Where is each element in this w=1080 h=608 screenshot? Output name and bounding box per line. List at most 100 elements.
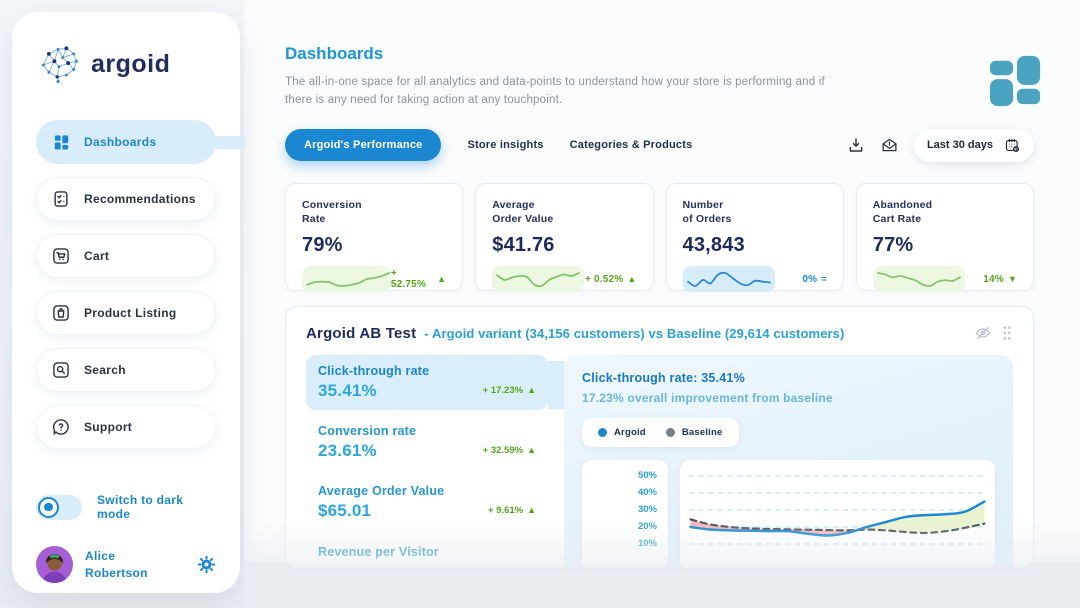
trend-down-icon: ▼: [1007, 273, 1017, 284]
kpi-delta: + 0.52% ▲: [585, 273, 637, 285]
search-icon: [50, 359, 72, 381]
recommendations-checklist-icon: [50, 188, 72, 210]
mail-icon: [882, 138, 897, 152]
metric-click-through-rate[interactable]: Click-through rate 35.41% + 17.23% ▲: [306, 354, 564, 410]
main-content: Dashboards The all-in-one space for all …: [244, 0, 1080, 570]
kpi-value: 79%: [302, 234, 343, 256]
sidebar-item-product-listing[interactable]: Product Listing: [36, 291, 216, 335]
metric-label: Revenue per Visitor: [318, 544, 439, 559]
legend-item-baseline[interactable]: Baseline: [665, 427, 723, 438]
avatar[interactable]: [36, 546, 73, 583]
dashboard-layout-icon[interactable]: [988, 54, 1044, 108]
metric-revenue-per-visitor[interactable]: Revenue per Visitor: [306, 536, 548, 567]
metric-label: Average Order Value: [318, 483, 445, 498]
sidebar-item-support[interactable]: Support: [36, 405, 216, 449]
sparkline-chart: [302, 266, 391, 292]
gear-icon: [197, 555, 216, 574]
chart-legend: Argoid Baseline: [582, 417, 739, 447]
sidebar-item-label: Search: [84, 363, 126, 377]
argoid-legend-dot-icon: [598, 427, 607, 437]
sidebar-item-label: Cart: [84, 249, 110, 263]
ab-detail-panel: Click-through rate: 35.41% 17.23% overal…: [564, 354, 1013, 567]
user-name[interactable]: Alice Robertson: [85, 548, 148, 580]
kpi-card-conversion-rate[interactable]: Conversion Rate 79% + 52.75% ▲: [285, 182, 464, 292]
metric-delta: + 17.23% ▲: [482, 385, 536, 397]
ab-test-card: Argoid AB Test - Argoid variant (34,156 …: [285, 305, 1034, 568]
user-first-name: Alice: [85, 549, 116, 564]
y-axis-tick: 30%: [637, 503, 657, 515]
eye-off-icon[interactable]: [975, 326, 991, 340]
sparkline-chart: [872, 266, 965, 292]
chart-row: 50% 40% 30% 20% 10%: [582, 459, 995, 567]
metric-average-order-value[interactable]: Average Order Value $65.01 + 9.61% ▲: [306, 475, 548, 530]
tab-argoids-performance[interactable]: Argoid's Performance: [285, 129, 442, 162]
kpi-delta: 0% =: [802, 273, 827, 285]
kpi-value: 43,843: [682, 234, 745, 256]
dark-mode-label[interactable]: Switch to dark mode: [97, 493, 184, 521]
calendar-icon: [1005, 138, 1020, 152]
kpi-trend-row: 14% ▼: [872, 266, 1017, 292]
dashboard-tabs: Argoid's Performance Store insights Cate…: [285, 129, 693, 162]
kpi-delta: 14% ▼: [983, 273, 1017, 285]
user-row: Alice Robertson: [36, 546, 216, 583]
sidebar-item-label: Product Listing: [84, 306, 177, 320]
ab-metrics-list: Click-through rate 35.41% + 17.23% ▲ Conv…: [306, 354, 564, 567]
page-description: The all-in-one space for all analytics a…: [285, 76, 825, 106]
product-listing-bag-icon: [50, 302, 72, 324]
kpi-card-average-order-value[interactable]: Average Order Value $41.76 + 0.52% ▲: [475, 182, 654, 292]
support-question-icon: [50, 416, 72, 438]
drag-handle-icon[interactable]: [1001, 325, 1013, 341]
download-icon: [849, 138, 863, 152]
trend-up-icon: ▲: [527, 385, 536, 396]
ab-test-header: Argoid AB Test - Argoid variant (34,156 …: [306, 325, 1013, 342]
metric-conversion-rate[interactable]: Conversion rate 23.61% + 32.59% ▲: [306, 415, 548, 470]
sidebar-item-dashboards[interactable]: Dashboards: [36, 120, 245, 164]
kpi-trend-row: + 52.75% ▲: [302, 266, 446, 292]
ab-test-title: Argoid AB Test: [306, 324, 417, 342]
metric-label: Conversion rate: [318, 423, 417, 438]
date-range-label: Last 30 days: [926, 139, 993, 152]
sparkline-chart: [492, 266, 585, 292]
kpi-card-abandoned-cart-rate[interactable]: Abandoned Cart Rate 77% 14% ▼: [855, 182, 1034, 292]
brand-wordmark: argoid: [91, 49, 171, 78]
sidebar: argoid Dashboards: [12, 12, 245, 593]
metric-label: Click-through rate: [318, 363, 430, 378]
tab-store-insights[interactable]: Store insights: [467, 139, 544, 152]
trend-flat-icon: =: [821, 273, 827, 284]
baseline-legend-dot-icon: [665, 427, 675, 437]
ab-test-body: Click-through rate 35.41% + 17.23% ▲ Conv…: [306, 354, 1013, 567]
kpi-trend-row: + 0.52% ▲: [492, 266, 636, 292]
sidebar-nav: Dashboards Recommendations: [36, 120, 245, 449]
kpi-label: Conversion Rate: [302, 198, 362, 226]
tab-categories-products[interactable]: Categories & Products: [569, 139, 693, 152]
dark-mode-toggle[interactable]: [36, 494, 82, 520]
email-export-button[interactable]: [880, 136, 899, 154]
legend-item-argoid[interactable]: Argoid: [598, 427, 646, 438]
kpi-value: 77%: [872, 234, 914, 256]
metric-value: 35.41%: [318, 380, 377, 400]
kpi-value: $41.76: [492, 234, 555, 256]
kpi-label: Abandoned Cart Rate: [872, 198, 933, 226]
download-button[interactable]: [847, 136, 865, 154]
brand-logo: argoid: [36, 42, 216, 86]
date-range-selector[interactable]: Last 30 days: [913, 128, 1034, 162]
ab-test-subtitle: - Argoid variant (34,156 customers) vs B…: [424, 325, 845, 341]
tabs-and-controls-row: Argoid's Performance Store insights Cate…: [285, 128, 1034, 162]
chart-y-axis: 50% 40% 30% 20% 10%: [582, 459, 668, 567]
y-axis-tick: 20%: [637, 520, 657, 532]
dark-mode-row: Switch to dark mode: [36, 493, 216, 521]
header-controls: Last 30 days: [847, 128, 1034, 162]
kpi-card-number-of-orders[interactable]: Number of Orders 43,843 0% =: [665, 182, 844, 292]
sidebar-item-cart[interactable]: Cart: [36, 234, 216, 278]
dashboards-grid-icon: [50, 131, 72, 153]
page-title: Dashboards: [285, 44, 384, 63]
settings-button[interactable]: [197, 555, 216, 574]
metric-value: $65.01: [318, 500, 372, 520]
sidebar-item-search[interactable]: Search: [36, 348, 216, 392]
trend-up-icon: ▲: [527, 505, 536, 516]
sidebar-item-recommendations[interactable]: Recommendations: [36, 177, 216, 221]
kpi-trend-row: 0% =: [682, 266, 827, 292]
sidebar-item-label: Support: [84, 420, 133, 434]
detail-subheading: 17.23% overall improvement from baseline: [582, 390, 833, 405]
